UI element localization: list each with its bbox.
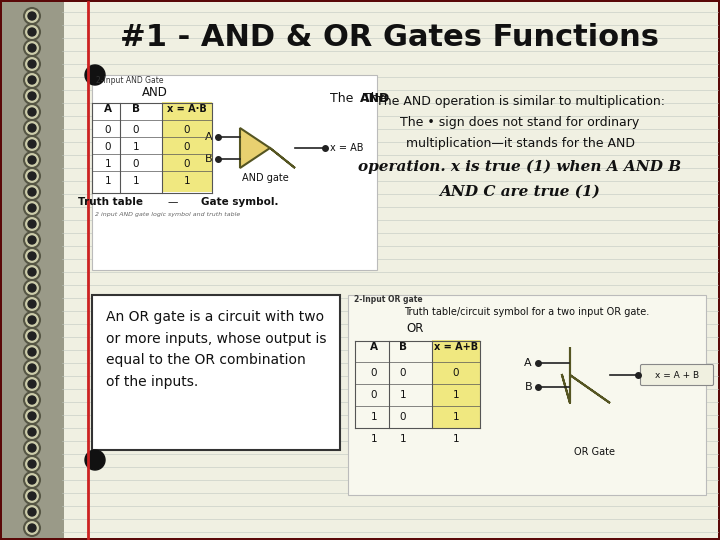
Text: Gate symbol.: Gate symbol. <box>202 197 279 207</box>
FancyBboxPatch shape <box>641 364 714 386</box>
Circle shape <box>28 348 36 356</box>
FancyBboxPatch shape <box>92 295 340 450</box>
Text: x = A·B: x = A·B <box>167 104 207 114</box>
Text: x = AB: x = AB <box>330 143 364 153</box>
Circle shape <box>24 488 40 504</box>
Circle shape <box>24 152 40 168</box>
Circle shape <box>28 76 36 84</box>
Text: multiplication—it stands for the AND: multiplication—it stands for the AND <box>405 137 634 150</box>
Circle shape <box>24 24 40 40</box>
Text: 1: 1 <box>453 412 459 422</box>
Text: 0: 0 <box>184 125 190 135</box>
Circle shape <box>28 44 36 52</box>
Circle shape <box>85 65 105 85</box>
Text: 1: 1 <box>453 390 459 400</box>
Text: A: A <box>524 358 532 368</box>
Circle shape <box>28 156 36 164</box>
Circle shape <box>28 492 36 500</box>
Circle shape <box>28 92 36 100</box>
Text: 1: 1 <box>132 176 139 186</box>
Circle shape <box>24 88 40 104</box>
Text: 2-Input AND Gate: 2-Input AND Gate <box>96 76 163 85</box>
Circle shape <box>28 268 36 276</box>
Text: 1: 1 <box>104 159 112 169</box>
Text: 0: 0 <box>371 390 377 400</box>
Text: B: B <box>524 382 532 392</box>
Circle shape <box>28 476 36 484</box>
Text: B: B <box>205 154 213 164</box>
Text: operation. x is true (1) when A AND B: operation. x is true (1) when A AND B <box>359 160 682 174</box>
Text: A: A <box>104 104 112 114</box>
Text: B: B <box>399 342 407 352</box>
Circle shape <box>24 440 40 456</box>
Circle shape <box>24 168 40 184</box>
Circle shape <box>28 284 36 292</box>
Circle shape <box>28 380 36 388</box>
Circle shape <box>24 424 40 440</box>
Text: #1 - AND & OR Gates Functions: #1 - AND & OR Gates Functions <box>120 24 660 52</box>
Circle shape <box>28 300 36 308</box>
Text: OR Gate: OR Gate <box>575 447 616 457</box>
Text: 0: 0 <box>132 125 139 135</box>
FancyBboxPatch shape <box>2 2 64 538</box>
Circle shape <box>24 200 40 216</box>
Circle shape <box>24 120 40 136</box>
Circle shape <box>28 108 36 116</box>
Circle shape <box>24 216 40 232</box>
Text: 0: 0 <box>184 159 190 169</box>
Circle shape <box>24 296 40 312</box>
Circle shape <box>28 172 36 180</box>
Circle shape <box>24 56 40 72</box>
Text: The • sign does not stand for ordinary: The • sign does not stand for ordinary <box>400 116 639 129</box>
Text: 0: 0 <box>132 159 139 169</box>
Text: The: The <box>330 92 357 105</box>
Circle shape <box>28 412 36 420</box>
Circle shape <box>28 524 36 532</box>
Text: A: A <box>205 132 213 142</box>
Text: 1: 1 <box>371 434 377 444</box>
Text: OR: OR <box>406 322 423 335</box>
Text: 1: 1 <box>184 176 190 186</box>
Circle shape <box>24 8 40 24</box>
Circle shape <box>28 460 36 468</box>
Text: —: — <box>168 197 178 207</box>
Text: x = A + B: x = A + B <box>655 370 699 380</box>
Circle shape <box>24 328 40 344</box>
Circle shape <box>28 236 36 244</box>
Circle shape <box>24 360 40 376</box>
Circle shape <box>28 364 36 372</box>
Circle shape <box>24 232 40 248</box>
Circle shape <box>24 408 40 424</box>
Circle shape <box>28 12 36 20</box>
FancyBboxPatch shape <box>62 2 718 538</box>
Circle shape <box>24 248 40 264</box>
Text: 0: 0 <box>400 368 406 378</box>
Circle shape <box>24 504 40 520</box>
Text: AND gate: AND gate <box>242 173 289 183</box>
Circle shape <box>24 280 40 296</box>
Circle shape <box>28 444 36 452</box>
Circle shape <box>28 316 36 324</box>
Polygon shape <box>570 347 610 403</box>
Circle shape <box>28 508 36 516</box>
Circle shape <box>28 252 36 260</box>
Text: 0: 0 <box>104 125 112 135</box>
Text: AND C are true (1): AND C are true (1) <box>440 185 600 199</box>
Circle shape <box>24 264 40 280</box>
Text: 2-Input OR gate: 2-Input OR gate <box>354 295 423 304</box>
Circle shape <box>24 472 40 488</box>
Circle shape <box>24 456 40 472</box>
Text: 0: 0 <box>184 142 190 152</box>
Text: 1: 1 <box>453 434 459 444</box>
Text: AND: AND <box>360 92 390 105</box>
Circle shape <box>24 520 40 536</box>
Circle shape <box>28 396 36 404</box>
Circle shape <box>24 40 40 56</box>
Circle shape <box>28 124 36 132</box>
Circle shape <box>28 204 36 212</box>
Circle shape <box>28 28 36 36</box>
Circle shape <box>24 136 40 152</box>
Text: AND: AND <box>142 86 168 99</box>
FancyBboxPatch shape <box>348 295 706 495</box>
